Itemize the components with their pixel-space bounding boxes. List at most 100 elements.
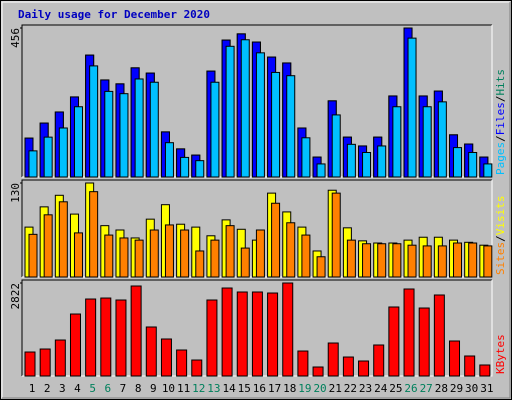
bar — [240, 39, 250, 178]
bar — [73, 106, 83, 178]
legend-entry: Pages — [494, 142, 507, 175]
x-tick-label: 14 — [222, 382, 236, 395]
x-tick-label: 18 — [283, 382, 296, 395]
bar — [403, 288, 415, 377]
bar — [418, 307, 430, 377]
bar — [286, 75, 296, 178]
bar — [407, 244, 417, 278]
panel-bevel-dark — [21, 24, 492, 177]
x-tick-label: 7 — [120, 382, 127, 395]
legend-separator: / — [494, 235, 507, 242]
x-tick-label: 16 — [253, 382, 266, 395]
x-tick-label: 1 — [29, 382, 36, 395]
bar — [407, 37, 417, 178]
bar — [433, 294, 445, 377]
x-tick-label: 8 — [135, 382, 142, 395]
bar — [164, 142, 174, 178]
bar — [43, 214, 53, 278]
x-tick-label: 27 — [420, 382, 433, 395]
bar — [115, 299, 127, 377]
x-tick-label: 25 — [389, 382, 402, 395]
y-tick-label: 456 — [9, 28, 22, 48]
bar — [176, 349, 188, 377]
bar — [267, 292, 279, 377]
bar — [358, 360, 370, 377]
bar — [271, 202, 281, 278]
bar — [316, 256, 326, 278]
bar — [255, 52, 265, 178]
bar — [119, 93, 129, 178]
bar — [312, 366, 324, 377]
bar — [195, 250, 205, 278]
legend: Pages/Files/Hits — [494, 69, 507, 175]
legend-entry: KBytes — [494, 334, 507, 374]
bar — [28, 233, 38, 278]
bar — [145, 326, 157, 377]
bar — [327, 342, 339, 377]
x-tick-label: 19 — [298, 382, 311, 395]
bar — [236, 291, 248, 377]
legend-separator: / — [494, 135, 507, 142]
bar — [388, 306, 400, 377]
bar — [43, 136, 53, 178]
bar — [437, 101, 447, 178]
bar — [301, 234, 311, 278]
y-tick-label: 2822 — [9, 283, 22, 310]
bar — [301, 137, 311, 178]
bar — [104, 90, 114, 178]
bar — [210, 239, 220, 278]
bar — [464, 355, 476, 377]
bar — [331, 192, 341, 278]
bar — [149, 229, 159, 278]
bar — [373, 344, 385, 377]
bar — [377, 243, 387, 278]
bar — [24, 351, 36, 377]
bar — [377, 145, 387, 178]
panel-bevel-dark — [21, 179, 492, 277]
bar — [362, 151, 372, 178]
bar — [468, 151, 478, 178]
bar — [422, 106, 432, 178]
bar — [225, 225, 235, 278]
x-tick-label: 15 — [238, 382, 251, 395]
x-tick-label: 23 — [359, 382, 372, 395]
x-tick-label: 29 — [450, 382, 463, 395]
bar — [342, 356, 354, 377]
bar — [58, 127, 68, 178]
bar — [297, 350, 309, 377]
bar — [362, 243, 372, 278]
legend-separator: / — [494, 96, 507, 103]
bar — [437, 245, 447, 278]
bar — [89, 191, 99, 278]
bar — [316, 163, 326, 178]
bar — [164, 224, 174, 278]
x-tick-label: 31 — [480, 382, 493, 395]
bar — [160, 338, 172, 377]
bar — [422, 245, 432, 278]
bar — [282, 282, 294, 377]
x-tick-label: 6 — [104, 382, 111, 395]
bar — [180, 156, 190, 178]
bar — [483, 245, 493, 278]
bar — [104, 234, 114, 278]
bar — [479, 364, 491, 377]
bar — [468, 242, 478, 278]
bar — [130, 285, 142, 377]
bar — [453, 242, 463, 278]
x-tick-label: 11 — [177, 382, 190, 395]
x-tick-label: 9 — [150, 382, 157, 395]
bar — [271, 71, 281, 178]
bar — [240, 247, 250, 278]
bar — [286, 222, 296, 278]
legend-entry: Files — [494, 102, 507, 135]
x-tick-label: 28 — [435, 382, 448, 395]
y-tick-label: 130 — [9, 183, 22, 203]
legend: KBytes — [494, 334, 507, 374]
x-tick-label: 30 — [465, 382, 478, 395]
legend-entry: Hits — [494, 69, 507, 96]
bar — [69, 313, 81, 377]
bar — [346, 143, 356, 178]
x-tick-label: 22 — [344, 382, 357, 395]
